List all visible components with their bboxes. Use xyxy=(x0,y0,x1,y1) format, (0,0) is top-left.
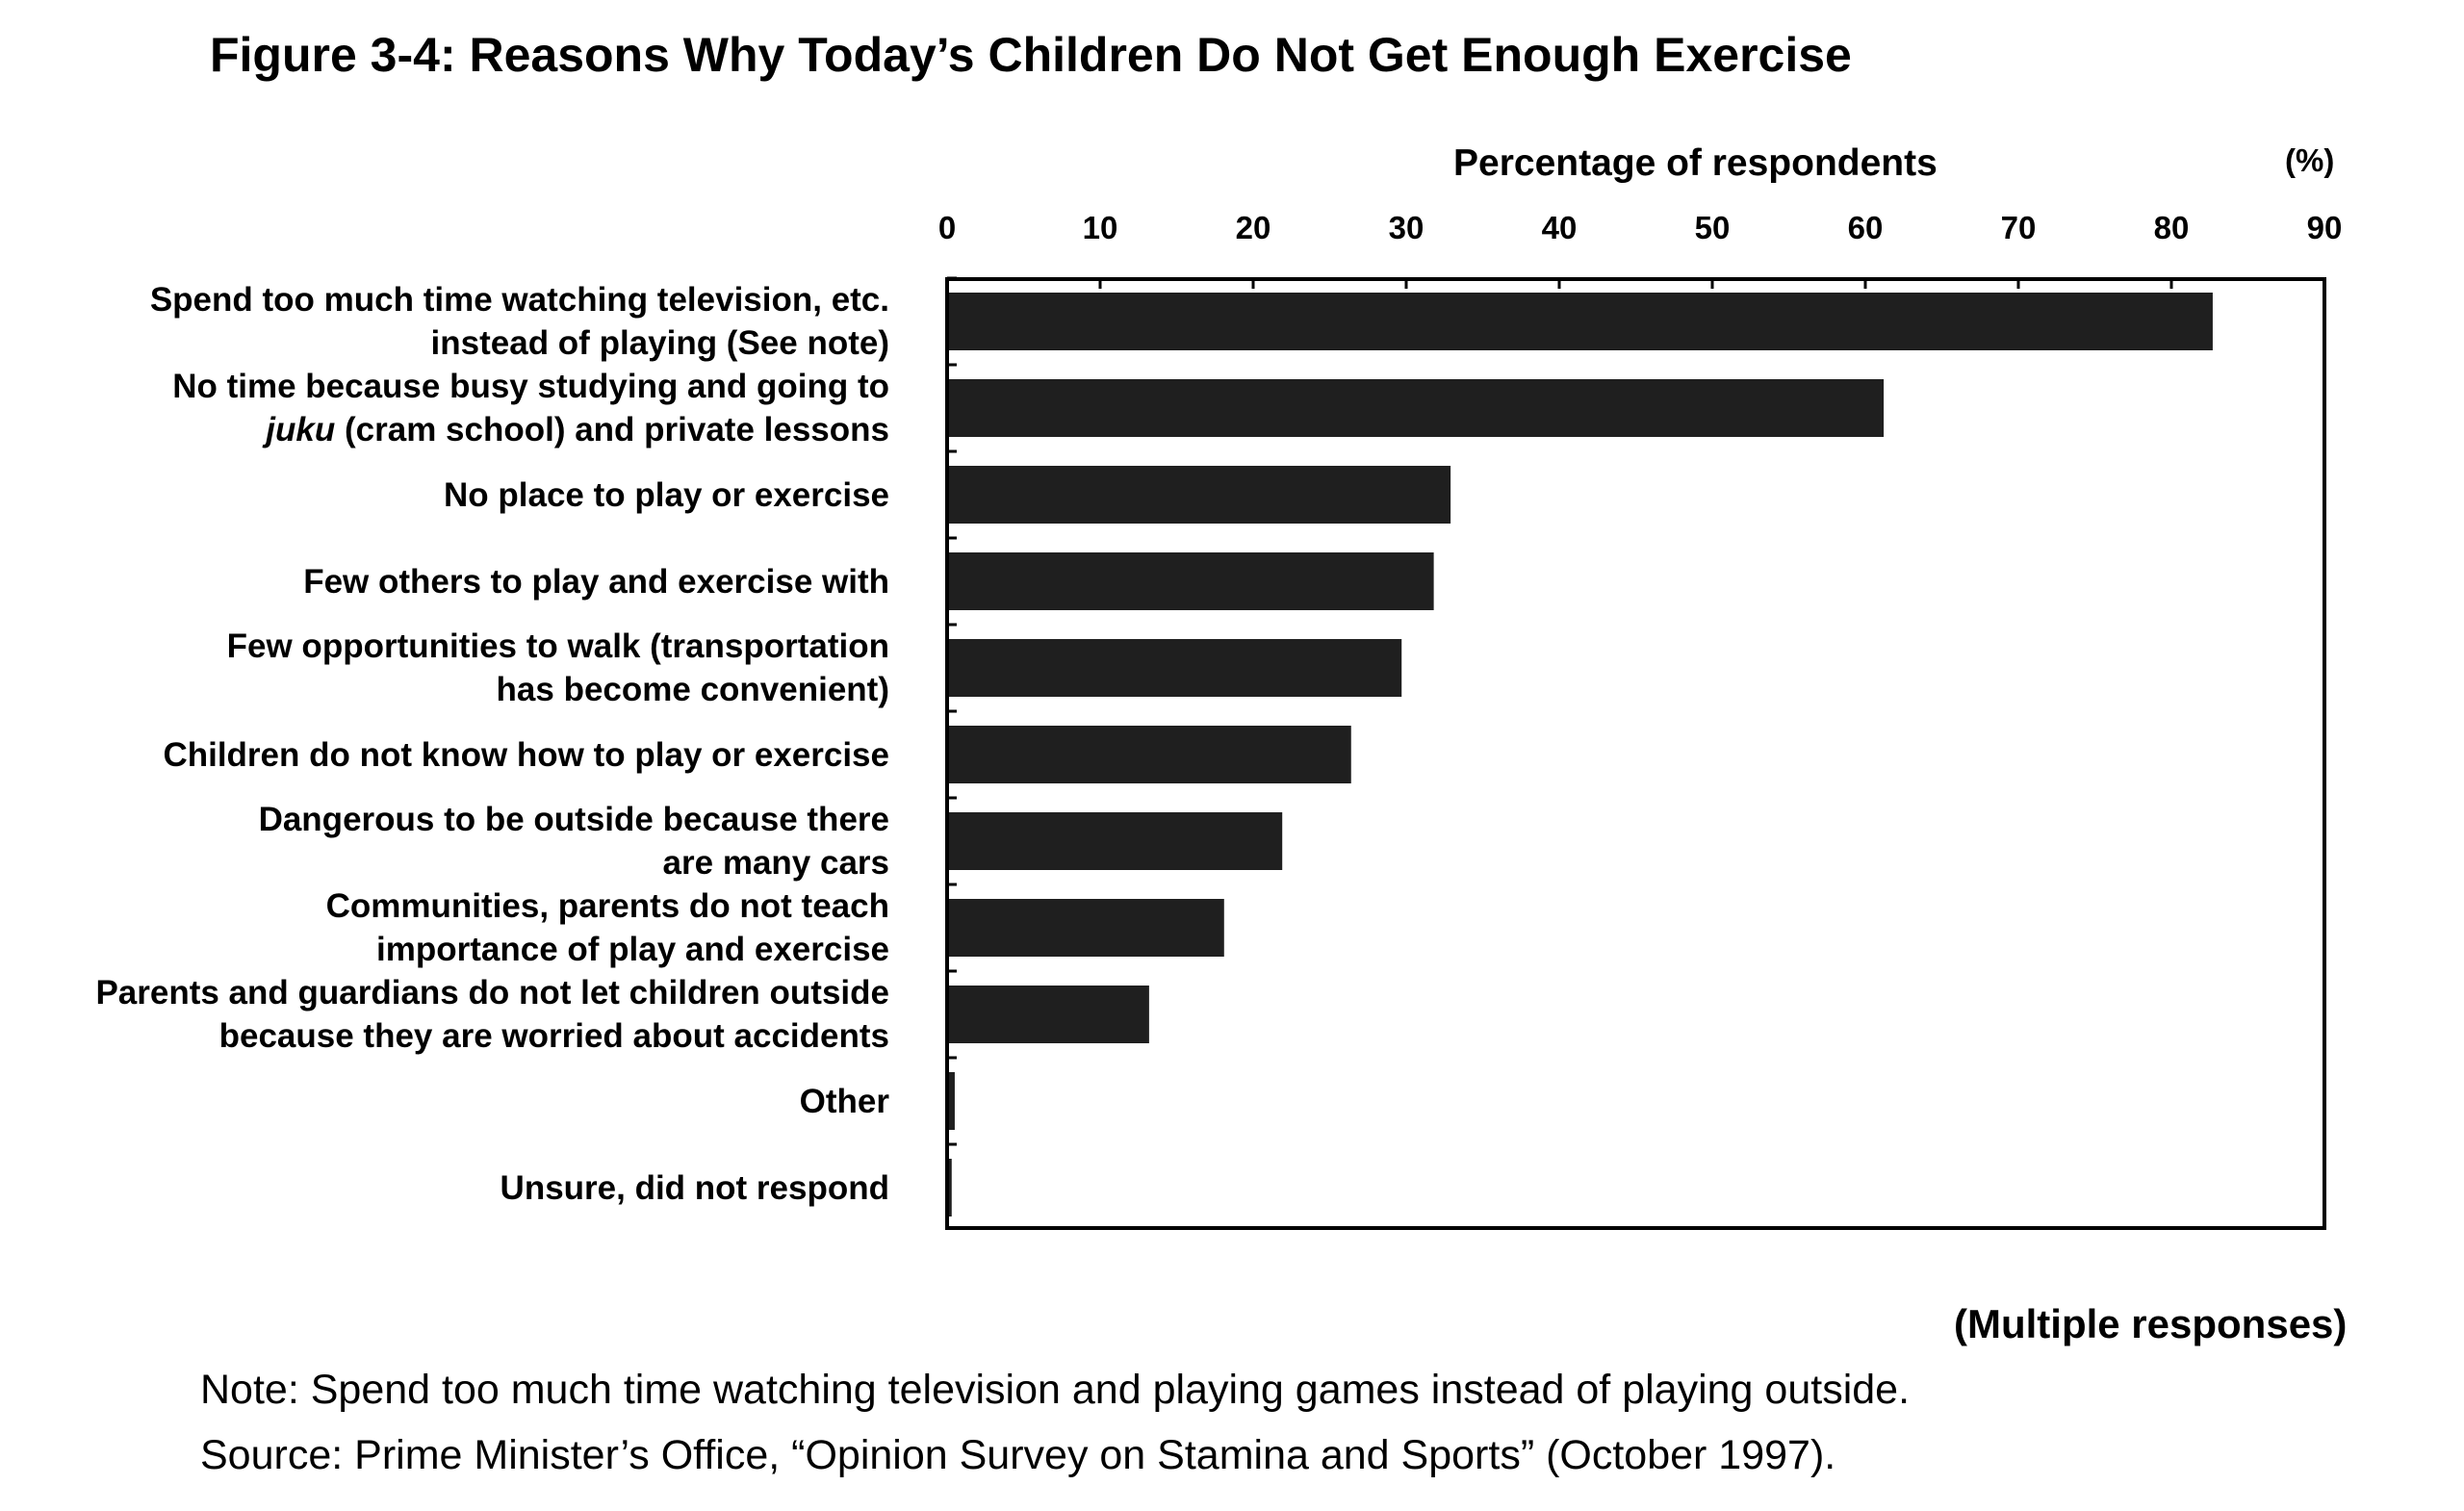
category-label-line2: because they are worried about accidents xyxy=(218,1017,889,1055)
bars-layer xyxy=(947,276,2213,1216)
category-label: Spend too much time watching television,… xyxy=(150,278,889,365)
multiple-responses-note: (Multiple responses) xyxy=(1954,1301,2348,1346)
x-tick-label: 50 xyxy=(1695,210,1731,245)
category-label: No place to play or exercise xyxy=(444,474,889,517)
category-label-line2: juku (cram school) and private lessons xyxy=(266,411,889,448)
bar xyxy=(947,726,1351,783)
category-label: Children do not know how to play or exer… xyxy=(163,733,889,777)
category-label-line1: Children do not know how to play or exer… xyxy=(163,736,889,774)
bar xyxy=(947,899,1224,957)
note-text: Note: Spend too much time watching telev… xyxy=(200,1367,1911,1413)
bar xyxy=(947,1159,952,1216)
category-label-line1: Few others to play and exercise with xyxy=(303,563,889,601)
category-label-line2: are many cars xyxy=(662,844,889,882)
category-label-line1: Few opportunities to walk (transportatio… xyxy=(226,627,889,665)
x-tick-label: 10 xyxy=(1083,210,1118,245)
bar xyxy=(947,379,1885,437)
x-tick-label: 0 xyxy=(938,210,956,245)
bar xyxy=(947,293,2213,350)
category-label-line1: Parents and guardians do not let childre… xyxy=(95,974,889,1012)
x-tick-label: 70 xyxy=(2001,210,2037,245)
x-axis-label: Percentage of respondents xyxy=(1453,142,1938,184)
x-axis-unit: (%) xyxy=(2285,142,2335,178)
category-label: Unsure, did not respond xyxy=(500,1166,889,1210)
category-label-line1: Unsure, did not respond xyxy=(500,1169,889,1207)
category-label-line1: No time because busy studying and going … xyxy=(172,368,889,405)
category-label: Few opportunities to walk (transportatio… xyxy=(227,625,889,711)
x-tick-label: 80 xyxy=(2154,210,2190,245)
bar xyxy=(947,986,1149,1043)
plot-frame xyxy=(945,277,2326,1230)
category-label-line2: importance of play and exercise xyxy=(376,931,889,968)
category-label-line1: Spend too much time watching television,… xyxy=(149,281,889,319)
ticks-layer: 0 10 20 30 40 50 60 70 80 90 xyxy=(938,210,2343,289)
category-label: Other xyxy=(800,1080,889,1123)
bar xyxy=(947,1072,955,1130)
category-label: Dangerous to be outside because there are… xyxy=(259,798,889,884)
category-label: Few others to play and exercise with xyxy=(303,560,889,603)
bar xyxy=(947,812,1283,870)
source-text: Source: Prime Minister’s Office, “Opinio… xyxy=(200,1432,1836,1478)
bar xyxy=(947,639,1402,697)
x-tick-label: 20 xyxy=(1236,210,1271,245)
category-label: Communities, parents do not teach importa… xyxy=(326,884,889,971)
x-tick-label: 90 xyxy=(2307,210,2343,245)
category-label-line1: Dangerous to be outside because there xyxy=(258,801,889,838)
category-label-line2: instead of playing (See note) xyxy=(430,324,889,362)
category-label-line1: Communities, parents do not teach xyxy=(325,887,889,925)
category-label: Parents and guardians do not let childre… xyxy=(95,971,889,1058)
chart-title: Figure 3-4: Reasons Why Today’s Children… xyxy=(210,28,1852,82)
bar xyxy=(947,466,1451,524)
category-label-line1: No place to play or exercise xyxy=(444,476,889,514)
bar xyxy=(947,552,1434,610)
x-tick-label: 60 xyxy=(1848,210,1884,245)
x-tick-label: 30 xyxy=(1389,210,1424,245)
category-label: No time because busy studying and going … xyxy=(172,365,889,451)
category-label-line2: has become convenient) xyxy=(496,671,889,708)
x-tick-label: 40 xyxy=(1542,210,1578,245)
category-label-line1: Other xyxy=(799,1083,889,1120)
